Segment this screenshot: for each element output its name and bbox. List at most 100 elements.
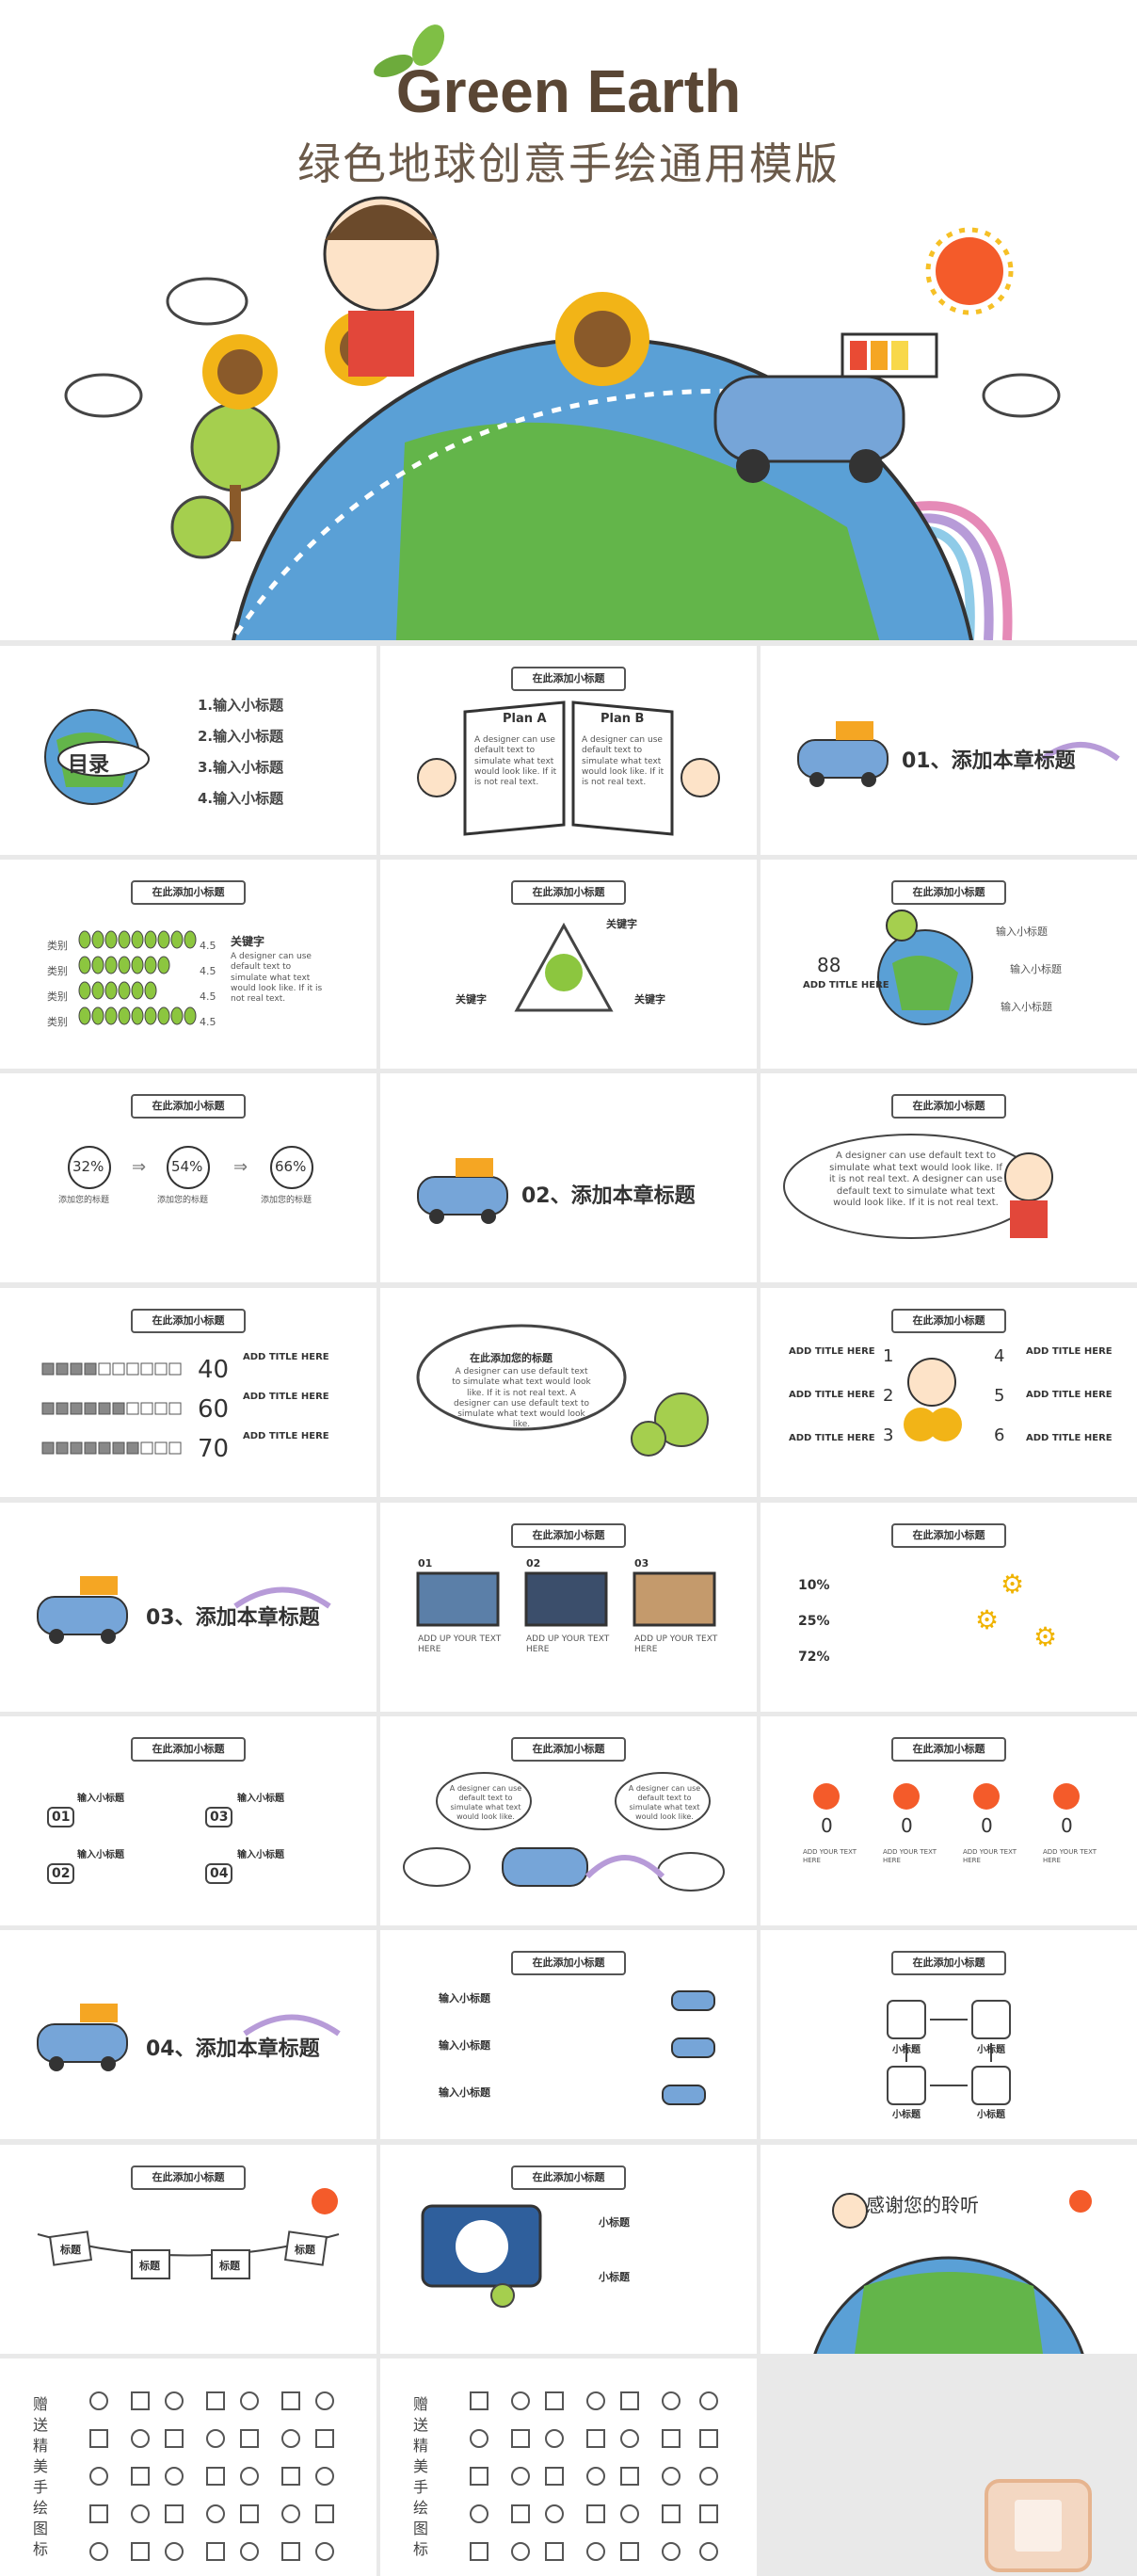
slide-gears[interactable]: 在此添加小标题 10% 25% 72% ⚙ ⚙ ⚙: [761, 1503, 1137, 1712]
slide-banner: 在此添加小标题: [891, 880, 1006, 905]
cycle-label: 小标题: [892, 2045, 921, 2055]
flag-label: 标题: [219, 2260, 240, 2272]
car-item-sub: 输入小标题: [439, 1992, 490, 2004]
slide-chapter-3[interactable]: 03、添加本章标题: [0, 1503, 376, 1712]
rating-value: 4.5: [200, 1016, 216, 1028]
slide-bars[interactable]: 在此添加小标题 40 60 70 ADD TITLE HERE ADD TITL…: [0, 1288, 376, 1497]
slide-numbered[interactable]: 在此添加小标题 ADD TITLE HERE ADD TITLE HERE AD…: [761, 1288, 1137, 1497]
slide-photos[interactable]: 在此添加小标题 01 02 03 ADD UP YOUR TEXT HERE A…: [380, 1503, 757, 1712]
photo-frames: [416, 1571, 716, 1627]
cover-subtitle: 绿色地球创意手绘通用模版: [297, 138, 840, 189]
slide-cloud[interactable]: 在此添加您的标题 A designer can use default text…: [380, 1288, 757, 1497]
globe-number: 88: [817, 954, 841, 976]
slide-doraemon[interactable]: 在此添加小标题 小标题 小标题: [380, 2145, 757, 2354]
num-digit: 3: [883, 1425, 894, 1445]
percent-label: 添加您的标题: [261, 1196, 312, 1205]
toc-item[interactable]: 1.输入小标题: [198, 697, 284, 714]
slide-speech[interactable]: 在此添加小标题 A designer can use default text …: [761, 1073, 1137, 1282]
slide-cycle[interactable]: 在此添加小标题 小标题 小标题 小标题 小标题: [761, 1930, 1137, 2139]
slide-clouds2[interactable]: 在此添加小标题 A designer can use default text …: [380, 1716, 757, 1925]
toc-item[interactable]: 2.输入小标题: [198, 728, 284, 745]
slide-banner: 在此添加小标题: [891, 1523, 1006, 1548]
slide-plan[interactable]: 在此添加小标题 Plan A Plan B A designer can use…: [380, 646, 757, 855]
num-heading: ADD TITLE HERE: [1026, 1433, 1113, 1443]
num-digit: 6: [994, 1425, 1005, 1445]
photo-num: 03: [634, 1557, 649, 1570]
slide-banner: 在此添加小标题: [131, 1737, 246, 1762]
gear-icon: ⚙: [975, 1604, 1000, 1635]
rating-value: 4.5: [200, 940, 216, 952]
gear-percent: 25%: [798, 1614, 830, 1629]
icons-label: 赠送精美手绘图标: [413, 2395, 429, 2558]
suns-illustration: [813, 1783, 1080, 1810]
slide-icons-2[interactable]: 赠送精美手绘图标: [380, 2359, 757, 2576]
slide-keywords[interactable]: 在此添加小标题 关键字 关键字 关键字: [380, 860, 757, 1069]
num-heading: ADD TITLE HERE: [1026, 1390, 1113, 1400]
globe-illustration: [44, 709, 150, 805]
car-item-sub: 输入小标题: [439, 2086, 490, 2099]
slide-chapter-1[interactable]: 01、添加本章标题: [761, 646, 1137, 855]
percent-circles: ⇒ ⇒: [68, 1146, 313, 1189]
slide-percent[interactable]: 在此添加小标题 ⇒ ⇒ 32% 54% 66% 添加您的标题 添加您的标题 添加…: [0, 1073, 376, 1282]
slide-chapter-2[interactable]: 02、添加本章标题: [380, 1073, 757, 1282]
photo-num: 02: [526, 1557, 541, 1570]
sun-num: 0: [1061, 1814, 1073, 1837]
chapter-title: 03、添加本章标题: [146, 1606, 320, 1630]
sun-text: ADD YOUR TEXT HERE: [1043, 1848, 1097, 1864]
speech-illustration: [783, 1134, 1053, 1239]
sun-text: ADD YOUR TEXT HERE: [963, 1848, 1017, 1864]
slide-banner: 在此添加小标题: [131, 1309, 246, 1333]
slide-banner: 在此添加小标题: [891, 1094, 1006, 1119]
slide-globe[interactable]: 在此添加小标题 88 ADD TITLE HERE 输入小标题 输入小标题 输入…: [761, 860, 1137, 1069]
percent-value: 32%: [72, 1158, 104, 1175]
slide-rating[interactable]: 在此添加小标题 类别 类别 类别 类别 4.5 4.5 4.5 4.5 关键字 …: [0, 860, 376, 1069]
cycle-label: 小标题: [977, 2110, 1005, 2120]
num-heading: ADD TITLE HERE: [789, 1390, 875, 1400]
slide-banner: 在此添加小标题: [891, 1309, 1006, 1333]
cloud-text: A designer can use default text to simul…: [628, 1784, 701, 1821]
plan-b-body: A designer can use default text to simul…: [582, 735, 665, 787]
toc-item[interactable]: 3.输入小标题: [198, 759, 284, 776]
slide-banner: 在此添加小标题: [511, 667, 626, 691]
toc-item[interactable]: 4.输入小标题: [198, 790, 284, 807]
bar-value: 70: [198, 1435, 230, 1463]
rating-keyword: 关键字: [231, 935, 265, 948]
slide-icons-1[interactable]: 赠送精美手绘图标: [0, 2359, 376, 2576]
rating-labels: 类别 类别 类别 类别: [47, 933, 68, 1035]
slide-banner: 在此添加小标题: [511, 2165, 626, 2190]
sun-num: 0: [981, 1814, 993, 1837]
keyword-label: 关键字: [606, 918, 637, 930]
globe-sub: 输入小标题: [1010, 963, 1062, 975]
slide-banner: 在此添加小标题: [891, 1737, 1006, 1762]
flag-label: 标题: [139, 2260, 160, 2272]
slide-four[interactable]: 在此添加小标题 输入小标题 输入小标题 输入小标题 输入小标题 01 03 02…: [0, 1716, 376, 1925]
slide-chapter-4[interactable]: 04、添加本章标题: [0, 1930, 376, 2139]
cover-slide[interactable]: Green Earth 绿色地球创意手绘通用模版: [0, 0, 1137, 640]
num-heading: ADD TITLE HERE: [789, 1346, 875, 1357]
book-illustration: [417, 700, 720, 836]
bar-heading: ADD TITLE HERE: [243, 1392, 329, 1402]
percent-label: 添加您的标题: [58, 1196, 110, 1205]
num-heading: ADD TITLE HERE: [1026, 1346, 1113, 1357]
car-illustration: [417, 1158, 508, 1224]
triangle-cycle: [514, 922, 614, 1012]
four-num: 03: [205, 1807, 233, 1827]
rating-value: 4.5: [200, 965, 216, 977]
slide-toc[interactable]: 目录 1.输入小标题 2.输入小标题 3.输入小标题 4.输入小标题: [0, 646, 376, 855]
photo-caption: ADD UP YOUR TEXT HERE: [418, 1634, 502, 1655]
rating-label: 类别: [47, 1016, 68, 1028]
slide-cars[interactable]: 在此添加小标题 输入小标题 输入小标题 输入小标题: [380, 1930, 757, 2139]
bar-heading: ADD TITLE HERE: [243, 1352, 329, 1362]
svg-text:⇒: ⇒: [132, 1157, 146, 1177]
slide-suns[interactable]: 在此添加小标题 0 0 0 0 ADD YOUR TEXT HERE ADD Y…: [761, 1716, 1137, 1925]
slide-thanks[interactable]: 感谢您的聆听: [761, 2145, 1137, 2354]
progress-blocks: [41, 1362, 182, 1455]
cloud-title: 在此添加您的标题: [470, 1352, 552, 1364]
slide-flags[interactable]: 在此添加小标题 标题 标题 标题 标题: [0, 2145, 376, 2354]
four-sub: 输入小标题: [237, 1794, 284, 1804]
percent-value: 54%: [171, 1158, 203, 1175]
icon-grid: [89, 2391, 334, 2561]
globe-add-title: ADD TITLE HERE: [803, 980, 889, 990]
percent-value: 66%: [275, 1158, 307, 1175]
cycle-diagram: [887, 2000, 1011, 2105]
